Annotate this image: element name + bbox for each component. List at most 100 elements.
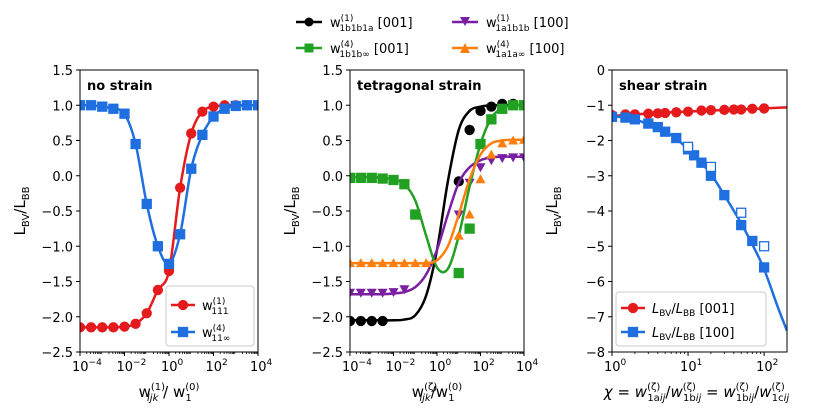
y-tick-label: 0.0	[52, 170, 73, 185]
label-part: w	[412, 383, 424, 401]
y-tick-label: −2.5	[311, 346, 343, 361]
label-part: L	[676, 302, 683, 317]
label-part: 10	[473, 360, 490, 375]
label-part: 10	[604, 360, 621, 375]
label-part: 1c	[772, 393, 784, 404]
data-point	[747, 103, 758, 114]
label-part: 10	[386, 360, 403, 375]
data-point	[612, 111, 618, 123]
panel-title: shear strain	[619, 79, 707, 94]
y-tick-label: 1.5	[52, 64, 73, 79]
data-point	[475, 138, 486, 150]
data-point	[97, 101, 108, 112]
svg-text:w(4)1b1b∞ [001]: w(4) 1b1b∞ [001]	[330, 40, 409, 58]
y-axis-label: LBV/LBB	[543, 186, 564, 235]
data-point	[350, 288, 355, 298]
label-part: (4)	[213, 324, 226, 334]
label-part: BB	[683, 333, 695, 343]
legend-tail: [100]	[525, 42, 564, 57]
data-point	[688, 150, 700, 161]
label-part: /L	[543, 200, 561, 214]
y-tick-label: −4	[586, 205, 605, 220]
data-point	[366, 288, 377, 298]
data-point	[152, 284, 164, 296]
label-part: 2	[773, 358, 779, 368]
label-part: 1	[185, 393, 191, 404]
data-point	[388, 174, 399, 186]
data-point	[519, 134, 524, 144]
data-point	[388, 258, 399, 268]
legend-label: LBV/LBB [001]	[652, 302, 734, 319]
label-part: (0)	[448, 382, 462, 393]
svg-text:w(1)1a1b1b [100]: w(1) 1a1b1b [100]	[486, 14, 569, 34]
label-part: /L	[281, 200, 299, 214]
y-axis-label: LBV/LBB	[11, 186, 32, 235]
label-part: w	[635, 383, 648, 401]
panel-1: 10−4 10−2 100 102 104−2.5−2.0−1.5−1.0−0.50.0…	[281, 64, 539, 404]
label-part: [100]	[695, 326, 734, 341]
label-part: 10	[429, 360, 446, 375]
data-point	[388, 288, 399, 298]
data-point	[119, 108, 130, 119]
label-part: L	[11, 226, 29, 235]
data-point	[486, 114, 497, 125]
data-point	[464, 223, 475, 234]
label-part: (ζ)	[424, 382, 437, 393]
label-part: /	[665, 383, 671, 401]
legend-marker	[627, 302, 639, 314]
panel-title: no strain	[87, 79, 153, 94]
data-point	[507, 100, 519, 111]
label-part: 2	[222, 358, 228, 368]
x-tick-label: 100	[429, 358, 452, 375]
y-tick-label: 0	[597, 64, 605, 79]
legend-sup: (4)	[497, 40, 510, 50]
x-tick-label: 104	[250, 358, 273, 375]
data-point	[355, 315, 367, 327]
label-part: 0	[178, 358, 184, 368]
label-part: w	[139, 383, 151, 401]
data-point	[350, 172, 356, 184]
data-point	[486, 149, 497, 159]
label-part: 1a	[647, 393, 660, 404]
label-part: BV	[553, 214, 564, 228]
data-point	[80, 322, 86, 333]
label-part: ij	[696, 393, 702, 404]
label-part: BB	[21, 186, 32, 200]
data-point	[399, 179, 410, 190]
label-part: (ζ)	[736, 382, 749, 393]
data-point	[497, 103, 508, 114]
data-point	[377, 258, 388, 268]
series-1	[80, 100, 258, 270]
series-0	[612, 103, 787, 121]
x-tick-label: 102	[206, 358, 228, 375]
y-tick-label: 1.0	[52, 99, 73, 114]
series-line	[350, 103, 524, 322]
label-part: shear strain	[619, 79, 707, 94]
label-part: L	[652, 302, 659, 317]
label-part: 11∞	[211, 334, 230, 344]
data-point	[643, 118, 654, 129]
svg-text:w(1)1b1b1a [001]: w(1) 1b1b1a [001]	[330, 14, 413, 34]
x-tick-label: 10−2	[117, 358, 147, 375]
data-point	[377, 173, 388, 184]
legend-tail: [001]	[370, 42, 409, 57]
label-part: /	[671, 326, 676, 341]
y-tick-label: −1.0	[41, 240, 73, 255]
data-point	[758, 103, 770, 114]
data-point	[197, 106, 208, 117]
label-part: 2	[489, 358, 495, 368]
legend-sub: 1b1b1a	[339, 24, 373, 34]
label-part: /L	[11, 200, 29, 214]
y-tick-label: 0.5	[322, 135, 343, 150]
x-tick-label: 10−4	[342, 358, 372, 375]
data-point	[350, 258, 355, 268]
data-point	[486, 101, 497, 112]
data-point	[518, 100, 524, 111]
label-part: 111	[211, 307, 228, 317]
data-point	[119, 321, 130, 332]
data-point	[186, 128, 197, 139]
label-part: /	[671, 302, 676, 317]
label-part: =	[701, 383, 723, 401]
y-tick-label: −2.0	[311, 311, 343, 326]
